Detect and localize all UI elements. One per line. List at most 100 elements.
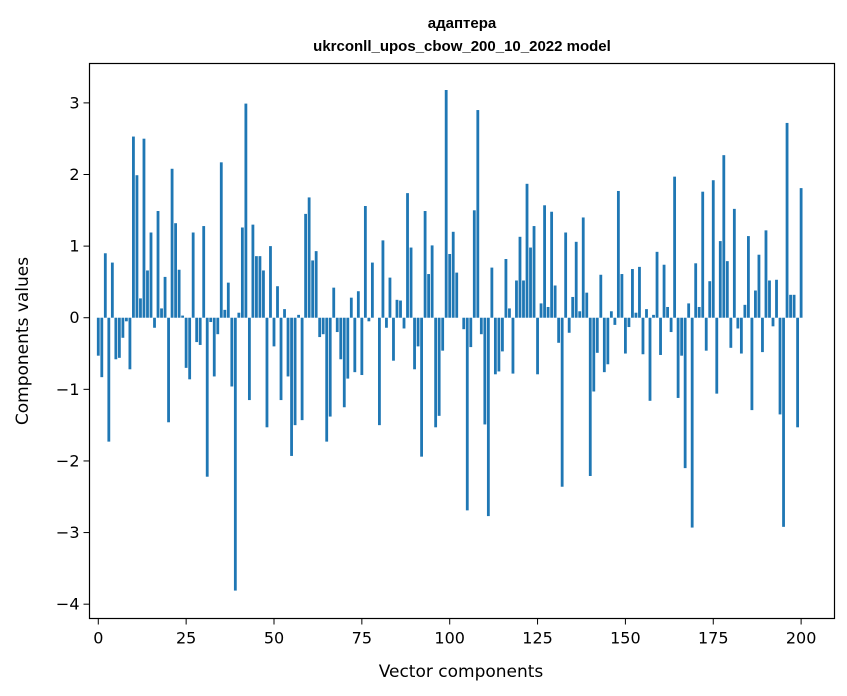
x-tick-label: 50 bbox=[264, 629, 284, 648]
bar-9 bbox=[128, 317, 132, 370]
bar-189 bbox=[761, 317, 764, 353]
bar-39 bbox=[233, 317, 237, 591]
bar-146 bbox=[609, 311, 613, 318]
bar-18 bbox=[160, 308, 163, 318]
y-axis-label: Components values bbox=[13, 257, 33, 425]
bar-113 bbox=[493, 317, 497, 375]
bar-104 bbox=[462, 317, 466, 330]
bar-145 bbox=[606, 317, 610, 365]
bar-194 bbox=[778, 317, 782, 415]
bar-131 bbox=[557, 317, 561, 343]
bar-196 bbox=[785, 122, 789, 318]
bar-124 bbox=[532, 226, 536, 318]
bar-174 bbox=[708, 281, 712, 318]
bar-68 bbox=[335, 317, 339, 333]
bar-105 bbox=[465, 317, 469, 511]
x-tick-label: 150 bbox=[610, 629, 641, 648]
x-tick-label: 25 bbox=[176, 629, 196, 648]
bar-155 bbox=[641, 317, 645, 355]
bar-195 bbox=[782, 317, 785, 527]
bar-61 bbox=[311, 260, 315, 318]
bar-184 bbox=[743, 304, 747, 318]
bar-135 bbox=[571, 296, 575, 318]
bar-182 bbox=[736, 317, 740, 329]
bar-125 bbox=[536, 317, 539, 375]
bar-69 bbox=[339, 317, 343, 360]
bar-29 bbox=[198, 317, 202, 345]
bar-4 bbox=[110, 262, 114, 318]
bar-49 bbox=[269, 246, 272, 318]
bar-181 bbox=[732, 208, 736, 318]
bar-42 bbox=[244, 103, 248, 318]
bar-70 bbox=[342, 317, 346, 408]
bars-group bbox=[96, 90, 803, 591]
bar-94 bbox=[427, 274, 431, 318]
bar-34 bbox=[216, 317, 220, 335]
bar-168 bbox=[687, 303, 691, 318]
bar-60 bbox=[307, 197, 311, 318]
bar-100 bbox=[448, 253, 452, 318]
bar-166 bbox=[680, 317, 684, 356]
bar-52 bbox=[279, 317, 283, 401]
bar-159 bbox=[655, 251, 659, 318]
y-tick-label: 1 bbox=[69, 237, 79, 256]
bar-165 bbox=[676, 317, 680, 398]
bar-41 bbox=[240, 227, 244, 318]
plot-frame bbox=[88, 62, 836, 620]
bar-20 bbox=[167, 317, 170, 423]
bar-92 bbox=[420, 317, 423, 457]
bar-108 bbox=[476, 110, 480, 318]
bar-153 bbox=[634, 312, 638, 318]
bar-44 bbox=[251, 224, 255, 318]
bar-31 bbox=[205, 317, 209, 477]
bar-76 bbox=[363, 206, 367, 318]
bar-186 bbox=[750, 317, 754, 411]
bar-175 bbox=[711, 180, 715, 318]
bar-0 bbox=[96, 317, 100, 356]
x-axis-label: Vector components bbox=[379, 662, 544, 682]
bar-72 bbox=[349, 297, 353, 318]
bar-62 bbox=[314, 251, 318, 318]
bar-116 bbox=[504, 259, 508, 318]
bar-106 bbox=[469, 317, 473, 348]
bar-173 bbox=[704, 317, 708, 351]
bar-26 bbox=[188, 317, 192, 380]
bar-75 bbox=[360, 317, 364, 376]
x-axis-ticks: 0 25 50 75 100 125 150 175 200 bbox=[93, 618, 816, 648]
bar-71 bbox=[346, 317, 350, 379]
bar-47 bbox=[262, 270, 265, 318]
y-tick-label: −3 bbox=[56, 523, 80, 542]
bar-99 bbox=[444, 90, 448, 318]
bar-172 bbox=[701, 191, 705, 318]
bar-85 bbox=[395, 299, 399, 318]
bar-120 bbox=[518, 236, 522, 318]
bar-130 bbox=[553, 285, 557, 318]
bar-38 bbox=[230, 317, 234, 387]
bar-64 bbox=[321, 317, 325, 335]
bar-107 bbox=[472, 210, 476, 318]
bar-158 bbox=[652, 314, 655, 318]
bar-19 bbox=[163, 276, 167, 318]
bar-50 bbox=[272, 317, 276, 347]
bar-98 bbox=[441, 317, 445, 351]
bar-67 bbox=[332, 287, 336, 318]
bar-63 bbox=[318, 317, 322, 338]
x-tick-label: 100 bbox=[434, 629, 465, 648]
bar-87 bbox=[402, 317, 406, 329]
bar-59 bbox=[304, 213, 308, 318]
bar-102 bbox=[455, 272, 459, 318]
bar-11 bbox=[135, 175, 139, 318]
bar-111 bbox=[486, 317, 490, 517]
bar-15 bbox=[149, 232, 153, 318]
bar-154 bbox=[638, 266, 641, 318]
bar-89 bbox=[409, 247, 413, 318]
bar-142 bbox=[595, 317, 599, 353]
bar-110 bbox=[483, 317, 487, 425]
bar-6 bbox=[117, 317, 121, 358]
bar-185 bbox=[747, 236, 750, 318]
bar-35 bbox=[219, 162, 223, 318]
bar-133 bbox=[564, 232, 568, 318]
bar-56 bbox=[293, 317, 297, 426]
bar-144 bbox=[602, 317, 606, 373]
